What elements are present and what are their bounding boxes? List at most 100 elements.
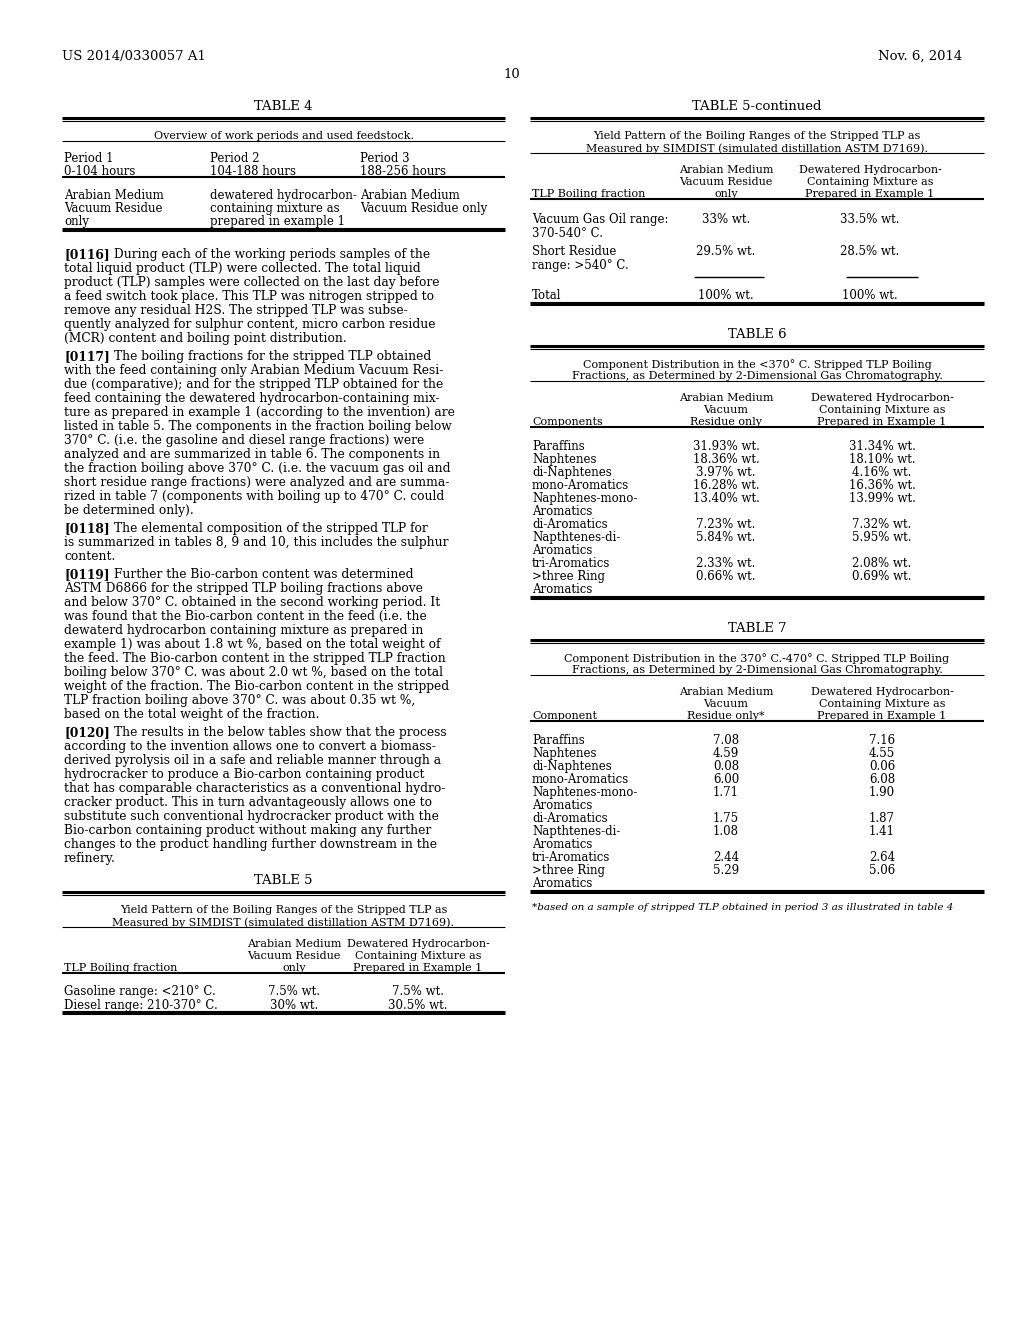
Text: 7.23% wt.: 7.23% wt. (696, 517, 756, 531)
Text: Component: Component (532, 711, 597, 721)
Text: 100% wt.: 100% wt. (842, 289, 898, 302)
Text: ASTM D6866 for the stripped TLP boiling fractions above: ASTM D6866 for the stripped TLP boiling … (63, 582, 423, 595)
Text: the fraction boiling above 370° C. (i.e. the vacuum gas oil and: the fraction boiling above 370° C. (i.e.… (63, 462, 451, 475)
Text: >three Ring: >three Ring (532, 865, 605, 876)
Text: Arabian Medium: Arabian Medium (679, 686, 773, 697)
Text: Prepared in Example 1: Prepared in Example 1 (817, 417, 946, 426)
Text: 7.08: 7.08 (713, 734, 739, 747)
Text: di-Naphtenes: di-Naphtenes (532, 760, 611, 774)
Text: [0119]: [0119] (63, 568, 110, 581)
Text: 18.36% wt.: 18.36% wt. (692, 453, 760, 466)
Text: Containing Mixture as: Containing Mixture as (819, 405, 945, 414)
Text: Dewatered Hydrocarbon-: Dewatered Hydrocarbon- (346, 939, 489, 949)
Text: Naphtenes: Naphtenes (532, 747, 597, 760)
Text: Napthtenes-di-: Napthtenes-di- (532, 825, 621, 838)
Text: TLP Boiling fraction: TLP Boiling fraction (532, 189, 645, 199)
Text: Paraffins: Paraffins (532, 440, 585, 453)
Text: [0118]: [0118] (63, 521, 110, 535)
Text: refinery.: refinery. (63, 851, 116, 865)
Text: 10: 10 (504, 69, 520, 81)
Text: 5.06: 5.06 (869, 865, 895, 876)
Text: Measured by SIMDIST (simulated distillation ASTM D7169).: Measured by SIMDIST (simulated distillat… (113, 917, 455, 928)
Text: tri-Aromatics: tri-Aromatics (532, 557, 610, 570)
Text: [0120]: [0120] (63, 726, 110, 739)
Text: 5.95% wt.: 5.95% wt. (852, 531, 911, 544)
Text: Overview of work periods and used feedstock.: Overview of work periods and used feedst… (154, 131, 414, 141)
Text: Dewatered Hydrocarbon-: Dewatered Hydrocarbon- (811, 393, 953, 403)
Text: *based on a sample of stripped TLP obtained in period 3 as illustrated in table : *based on a sample of stripped TLP obtai… (532, 903, 953, 912)
Text: substitute such conventional hydrocracker product with the: substitute such conventional hydrocracke… (63, 810, 439, 822)
Text: Containing Mixture as: Containing Mixture as (807, 177, 933, 187)
Text: content.: content. (63, 550, 116, 564)
Text: 5.84% wt.: 5.84% wt. (696, 531, 756, 544)
Text: due (comparative); and for the stripped TLP obtained for the: due (comparative); and for the stripped … (63, 378, 443, 391)
Text: Aromatics: Aromatics (532, 799, 592, 812)
Text: Aromatics: Aromatics (532, 506, 592, 517)
Text: product (TLP) samples were collected on the last day before: product (TLP) samples were collected on … (63, 276, 439, 289)
Text: 29.5% wt.: 29.5% wt. (696, 246, 756, 257)
Text: >three Ring: >three Ring (532, 570, 605, 583)
Text: 16.28% wt.: 16.28% wt. (692, 479, 760, 492)
Text: Vacuum: Vacuum (703, 405, 749, 414)
Text: Containing Mixture as: Containing Mixture as (354, 950, 481, 961)
Text: Aromatics: Aromatics (532, 544, 592, 557)
Text: a feed switch took place. This TLP was nitrogen stripped to: a feed switch took place. This TLP was n… (63, 290, 434, 304)
Text: Residue only*: Residue only* (687, 711, 765, 721)
Text: 33% wt.: 33% wt. (701, 213, 751, 226)
Text: 2.64: 2.64 (869, 851, 895, 865)
Text: 104-188 hours: 104-188 hours (210, 165, 296, 178)
Text: The results in the below tables show that the process: The results in the below tables show tha… (114, 726, 446, 739)
Text: 30.5% wt.: 30.5% wt. (388, 999, 447, 1012)
Text: 5.29: 5.29 (713, 865, 739, 876)
Text: 2.33% wt.: 2.33% wt. (696, 557, 756, 570)
Text: 31.93% wt.: 31.93% wt. (692, 440, 760, 453)
Text: listed in table 5. The components in the fraction boiling below: listed in table 5. The components in the… (63, 420, 452, 433)
Text: 0.69% wt.: 0.69% wt. (852, 570, 911, 583)
Text: Vacuum Gas Oil range:: Vacuum Gas Oil range: (532, 213, 669, 226)
Text: hydrocracker to produce a Bio-carbon containing product: hydrocracker to produce a Bio-carbon con… (63, 768, 425, 781)
Text: Aromatics: Aromatics (532, 838, 592, 851)
Text: TLP fraction boiling above 370° C. was about 0.35 wt %,: TLP fraction boiling above 370° C. was a… (63, 694, 416, 708)
Text: Bio-carbon containing product without making any further: Bio-carbon containing product without ma… (63, 824, 431, 837)
Text: Prepared in Example 1: Prepared in Example 1 (353, 964, 482, 973)
Text: 7.5% wt.: 7.5% wt. (268, 985, 319, 998)
Text: with the feed containing only Arabian Medium Vacuum Resi-: with the feed containing only Arabian Me… (63, 364, 443, 378)
Text: was found that the Bio-carbon content in the feed (i.e. the: was found that the Bio-carbon content in… (63, 610, 427, 623)
Text: Short Residue: Short Residue (532, 246, 616, 257)
Text: 0.08: 0.08 (713, 760, 739, 774)
Text: weight of the fraction. The Bio-carbon content in the stripped: weight of the fraction. The Bio-carbon c… (63, 680, 450, 693)
Text: Gasoline range: <210° C.: Gasoline range: <210° C. (63, 985, 216, 998)
Text: 33.5% wt.: 33.5% wt. (841, 213, 900, 226)
Text: Residue only: Residue only (690, 417, 762, 426)
Text: Arabian Medium: Arabian Medium (360, 189, 460, 202)
Text: only: only (63, 215, 89, 228)
Text: 2.44: 2.44 (713, 851, 739, 865)
Text: 6.00: 6.00 (713, 774, 739, 785)
Text: 1.87: 1.87 (869, 812, 895, 825)
Text: derived pyrolysis oil in a safe and reliable manner through a: derived pyrolysis oil in a safe and reli… (63, 754, 441, 767)
Text: total liquid product (TLP) were collected. The total liquid: total liquid product (TLP) were collecte… (63, 261, 421, 275)
Text: prepared in example 1: prepared in example 1 (210, 215, 345, 228)
Text: 1.71: 1.71 (713, 785, 739, 799)
Text: TABLE 5-continued: TABLE 5-continued (692, 100, 821, 114)
Text: Component Distribution in the 370° C.-470° C. Stripped TLP Boiling: Component Distribution in the 370° C.-47… (564, 653, 949, 664)
Text: Prepared in Example 1: Prepared in Example 1 (805, 189, 935, 199)
Text: TABLE 5: TABLE 5 (254, 874, 312, 887)
Text: Yield Pattern of the Boiling Ranges of the Stripped TLP as: Yield Pattern of the Boiling Ranges of t… (120, 906, 447, 915)
Text: 1.41: 1.41 (869, 825, 895, 838)
Text: (MCR) content and boiling point distribution.: (MCR) content and boiling point distribu… (63, 333, 347, 345)
Text: Fractions, as Determined by 2-Dimensional Gas Chromatography.: Fractions, as Determined by 2-Dimensiona… (571, 665, 942, 675)
Text: Vacuum Residue only: Vacuum Residue only (360, 202, 487, 215)
Text: based on the total weight of the fraction.: based on the total weight of the fractio… (63, 708, 319, 721)
Text: 1.08: 1.08 (713, 825, 739, 838)
Text: Arabian Medium: Arabian Medium (247, 939, 341, 949)
Text: Components: Components (532, 417, 603, 426)
Text: Arabian Medium: Arabian Medium (679, 393, 773, 403)
Text: according to the invention allows one to convert a biomass-: according to the invention allows one to… (63, 741, 436, 752)
Text: Aromatics: Aromatics (532, 876, 592, 890)
Text: Total: Total (532, 289, 561, 302)
Text: Dewatered Hydrocarbon-: Dewatered Hydrocarbon- (811, 686, 953, 697)
Text: TABLE 7: TABLE 7 (728, 622, 786, 635)
Text: 370° C. (i.e. the gasoline and diesel range fractions) were: 370° C. (i.e. the gasoline and diesel ra… (63, 434, 424, 447)
Text: 188-256 hours: 188-256 hours (360, 165, 446, 178)
